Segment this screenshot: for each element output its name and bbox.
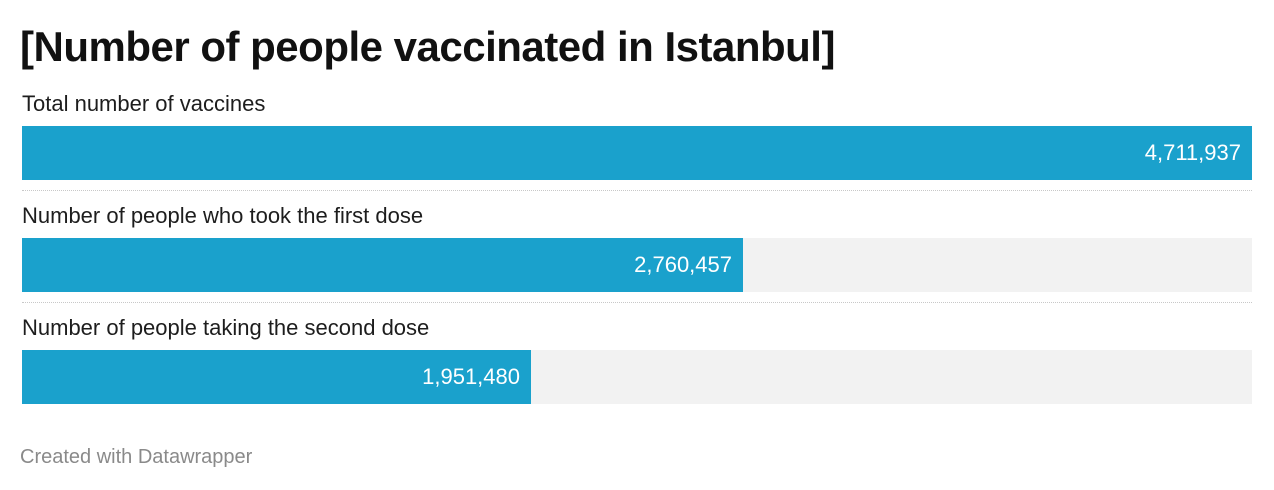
row-separator (22, 302, 1252, 303)
bar-value-label: 1,951,480 (422, 364, 520, 389)
bar-chart: Total number of vaccines 4,711,937 Number … (22, 86, 1252, 422)
bar-row: Total number of vaccines 4,711,937 (22, 86, 1252, 198)
bar-track: 1,951,480 (22, 350, 1252, 404)
bar-track: 4,711,937 (22, 126, 1252, 180)
bar-value-label: 2,760,457 (634, 252, 732, 277)
bar-category-label: Total number of vaccines (22, 91, 266, 116)
bar (22, 126, 1252, 180)
bar-category-label: Number of people taking the second dose (22, 315, 430, 340)
bar-row: Number of people taking the second dose 1… (22, 310, 1252, 422)
row-separator (22, 190, 1252, 191)
bar-category-label: Number of people who took the first dose (22, 203, 424, 228)
chart-title: [Number of people vaccinated in Istanbul… (20, 23, 835, 70)
datawrapper-credit: Created with Datawrapper (20, 446, 253, 468)
bar-track: 2,760,457 (22, 238, 1252, 292)
bar-row: Number of people who took the first dose… (22, 198, 1252, 310)
bar-value-label: 4,711,937 (1144, 140, 1241, 165)
bar (22, 350, 531, 404)
bar (22, 238, 743, 292)
